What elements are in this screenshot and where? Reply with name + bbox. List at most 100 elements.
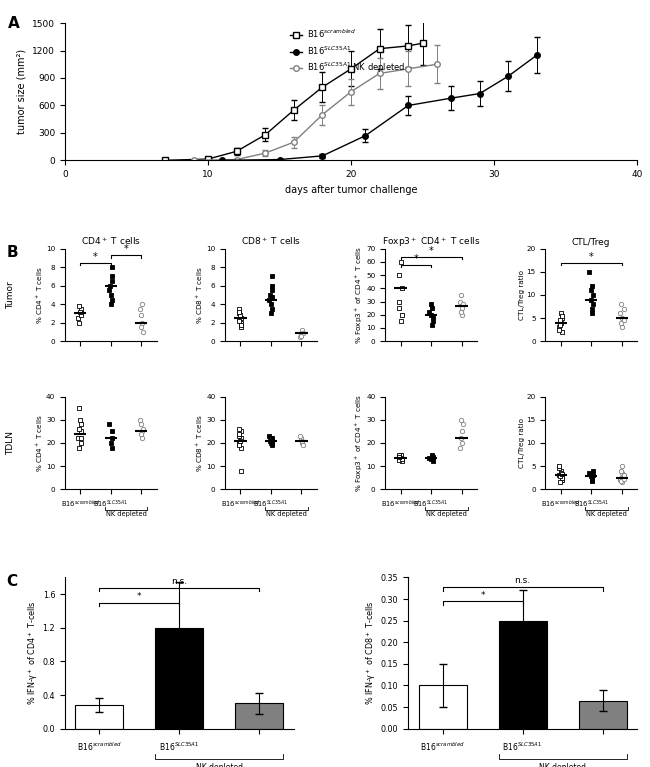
Point bbox=[104, 285, 114, 297]
Point bbox=[73, 312, 84, 324]
Text: *: * bbox=[413, 254, 418, 264]
Point bbox=[135, 303, 145, 315]
Point bbox=[107, 433, 118, 445]
Text: NK depleted: NK depleted bbox=[266, 512, 307, 518]
Text: B16$^{SLC35A1}$: B16$^{SLC35A1}$ bbox=[502, 741, 543, 753]
Point bbox=[588, 279, 598, 291]
Point bbox=[297, 324, 307, 336]
Text: B: B bbox=[6, 245, 18, 260]
Point bbox=[584, 265, 595, 278]
Text: NK depleted: NK depleted bbox=[105, 512, 146, 518]
Point bbox=[426, 319, 437, 331]
Point bbox=[76, 308, 86, 320]
Point bbox=[618, 312, 628, 324]
Bar bbox=[75, 705, 124, 729]
Point bbox=[616, 298, 627, 311]
Point bbox=[458, 298, 469, 311]
Text: B16$^{scrambled}$: B16$^{scrambled}$ bbox=[541, 499, 580, 510]
Point bbox=[74, 442, 85, 454]
Point bbox=[424, 452, 434, 464]
Point bbox=[428, 451, 438, 463]
Point bbox=[265, 435, 276, 447]
Y-axis label: % CD4$^+$ T cells: % CD4$^+$ T cells bbox=[34, 266, 45, 324]
Point bbox=[234, 314, 244, 327]
Point bbox=[584, 467, 595, 479]
Text: B16$^{scrambled}$: B16$^{scrambled}$ bbox=[420, 741, 465, 753]
Point bbox=[76, 433, 86, 445]
Bar bbox=[419, 686, 467, 729]
Text: *: * bbox=[124, 244, 129, 254]
Point bbox=[265, 289, 276, 301]
Point bbox=[456, 433, 466, 445]
Legend: B16$^{scrambled}$, B16$^{SLC35A1}$, B16$^{SLC35A1}$ NK depleted: B16$^{scrambled}$, B16$^{SLC35A1}$, B16$… bbox=[287, 25, 408, 79]
Text: NK depleted: NK depleted bbox=[426, 512, 467, 518]
Y-axis label: % CD8$^+$ T cells: % CD8$^+$ T cells bbox=[194, 266, 205, 324]
Point bbox=[587, 303, 597, 315]
Point bbox=[396, 449, 406, 461]
Text: n.s.: n.s. bbox=[172, 577, 187, 586]
Point bbox=[456, 306, 466, 318]
Point bbox=[297, 435, 307, 447]
Point bbox=[554, 463, 565, 475]
Point bbox=[617, 321, 627, 334]
Point bbox=[233, 423, 244, 435]
Point bbox=[236, 433, 246, 445]
Text: B16$^{scrambled}$: B16$^{scrambled}$ bbox=[381, 499, 421, 510]
Point bbox=[233, 437, 244, 449]
Point bbox=[107, 425, 117, 437]
Point bbox=[267, 270, 278, 282]
Text: B16$^{scrambled}$: B16$^{scrambled}$ bbox=[77, 741, 122, 753]
Text: NK depleted: NK depleted bbox=[539, 763, 586, 767]
Point bbox=[393, 269, 404, 281]
Point bbox=[588, 472, 598, 484]
Point bbox=[396, 453, 407, 466]
Text: B16$^{SLC35A1}$: B16$^{SLC35A1}$ bbox=[159, 741, 200, 753]
Point bbox=[394, 454, 404, 466]
Point bbox=[586, 294, 596, 306]
Text: *: * bbox=[137, 592, 142, 601]
Point bbox=[396, 308, 407, 321]
Bar bbox=[155, 628, 203, 729]
Text: Tumor: Tumor bbox=[6, 281, 14, 309]
Point bbox=[267, 435, 278, 447]
Point bbox=[267, 303, 278, 315]
Text: n.s.: n.s. bbox=[515, 577, 530, 585]
Point bbox=[296, 330, 306, 342]
Point bbox=[74, 317, 85, 329]
Point bbox=[554, 476, 565, 489]
Point bbox=[554, 314, 565, 327]
Bar bbox=[235, 703, 283, 729]
Title: CTL/Treg: CTL/Treg bbox=[572, 238, 610, 246]
Point bbox=[75, 305, 85, 318]
Point bbox=[393, 451, 404, 463]
Point bbox=[267, 433, 278, 445]
Point bbox=[267, 439, 278, 452]
Point bbox=[264, 430, 274, 442]
Y-axis label: CTL/Treg ratio: CTL/Treg ratio bbox=[519, 418, 525, 468]
Point bbox=[136, 321, 146, 334]
Point bbox=[616, 465, 626, 477]
Point bbox=[234, 439, 244, 452]
Point bbox=[236, 425, 246, 437]
Text: *: * bbox=[93, 252, 98, 262]
Point bbox=[556, 474, 567, 486]
Point bbox=[73, 433, 84, 445]
Y-axis label: % IFN-γ$^+$ of CD8$^+$ T-cells: % IFN-γ$^+$ of CD8$^+$ T-cells bbox=[364, 601, 378, 706]
Point bbox=[75, 303, 86, 315]
Point bbox=[457, 437, 467, 449]
Point bbox=[394, 295, 404, 308]
Y-axis label: % Foxp3$^+$ of CD4$^+$ T cells: % Foxp3$^+$ of CD4$^+$ T cells bbox=[354, 394, 365, 492]
Point bbox=[266, 298, 276, 311]
Text: TDLN: TDLN bbox=[6, 431, 14, 455]
Point bbox=[426, 453, 437, 466]
Point bbox=[427, 302, 437, 314]
Point bbox=[556, 472, 567, 484]
Point bbox=[554, 319, 565, 331]
Point bbox=[136, 317, 147, 329]
Text: *: * bbox=[480, 591, 485, 600]
Point bbox=[298, 439, 309, 452]
Point bbox=[135, 427, 146, 439]
Point bbox=[554, 324, 565, 336]
Y-axis label: % IFN-γ$^+$ of CD4$^+$ T-cells: % IFN-γ$^+$ of CD4$^+$ T-cells bbox=[26, 601, 40, 706]
Point bbox=[234, 305, 244, 318]
